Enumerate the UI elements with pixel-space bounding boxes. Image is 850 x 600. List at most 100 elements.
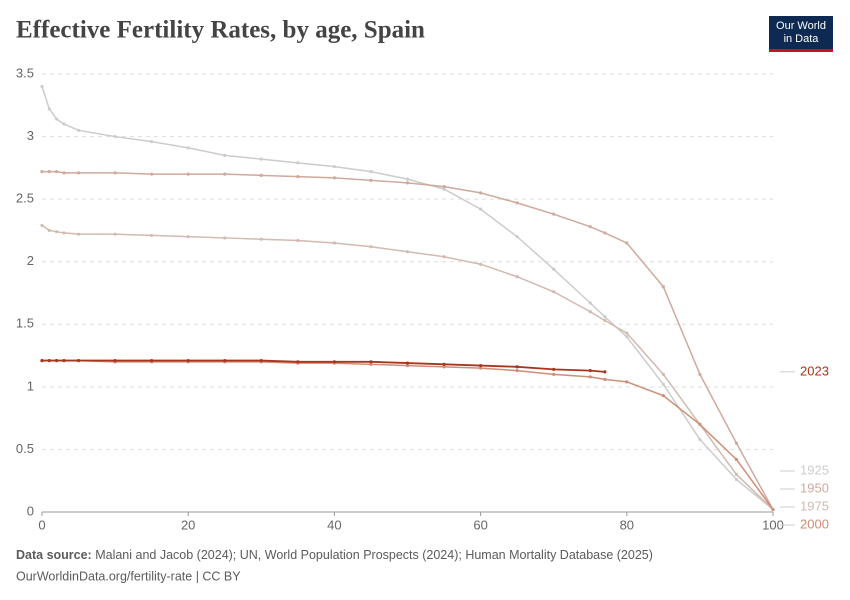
point: [734, 472, 739, 477]
point: [223, 358, 227, 363]
point: [186, 235, 190, 239]
point: [588, 375, 592, 379]
logo-box: [769, 16, 833, 52]
point: [405, 361, 410, 365]
point: [296, 238, 300, 243]
line: [42, 170, 774, 510]
point: [369, 178, 373, 182]
point: [296, 161, 300, 165]
point: [479, 366, 483, 370]
point: [150, 172, 154, 176]
point: [625, 335, 629, 339]
point: [47, 228, 51, 233]
point: [40, 84, 44, 89]
point: [259, 358, 263, 363]
point: [625, 331, 629, 335]
series: [40, 223, 775, 512]
point: [332, 176, 336, 180]
point: [76, 128, 81, 132]
x-tick-label: 100: [762, 517, 784, 532]
point: [734, 457, 739, 462]
point: [479, 207, 483, 211]
line: [41, 224, 774, 511]
url: OurWorldinData.org/fertility-rate | CC B…: [16, 569, 241, 583]
series: [40, 170, 775, 512]
point: [40, 170, 44, 174]
y-tick-label: 3.5: [16, 65, 34, 80]
series: [40, 358, 775, 512]
point: [552, 290, 556, 294]
point: [296, 360, 300, 364]
point: [603, 377, 607, 381]
point: [479, 262, 483, 266]
source-label: Data source:: [16, 548, 92, 562]
point: [552, 267, 556, 271]
source-text: Malani and Jacob (2024); UN, World Popul…: [95, 548, 653, 562]
point: [332, 165, 336, 169]
point: [661, 372, 665, 376]
point: [47, 358, 51, 363]
x-tick-label: 80: [620, 517, 634, 532]
point: [515, 368, 519, 373]
point: [479, 191, 483, 195]
point: [369, 362, 373, 366]
point: [55, 117, 59, 121]
point: [625, 241, 629, 245]
point: [479, 363, 483, 368]
point: [150, 358, 154, 363]
point: [40, 223, 44, 228]
point: [661, 394, 665, 398]
point: [369, 170, 373, 174]
point: [442, 255, 446, 259]
point: [734, 477, 739, 482]
logo-text: in Data: [784, 33, 820, 45]
point: [603, 318, 607, 323]
legend-label: 2023: [800, 363, 829, 378]
point: [369, 360, 373, 364]
point: [296, 175, 300, 179]
point: [405, 177, 410, 181]
point: [332, 241, 336, 245]
point: [515, 275, 519, 279]
point: [442, 362, 446, 366]
chart-title: Effective Fertility Rates, by age, Spain: [16, 17, 425, 44]
point: [588, 301, 592, 305]
point: [47, 107, 51, 111]
y-tick-label: 0: [27, 503, 34, 518]
series: [40, 84, 775, 512]
y-tick-label: 1: [27, 378, 34, 393]
logo: Our World in Data: [769, 16, 833, 52]
point: [442, 185, 446, 189]
legend-label: 2000: [800, 516, 829, 531]
point: [552, 212, 556, 216]
point: [62, 231, 66, 235]
point: [55, 170, 59, 174]
point: [113, 134, 117, 139]
point: [661, 382, 665, 386]
point: [76, 171, 81, 175]
point: [405, 250, 410, 254]
x-tick-label: 0: [38, 517, 45, 532]
x-tick-label: 40: [327, 517, 341, 532]
point: [515, 235, 519, 239]
point: [405, 181, 410, 185]
line: [42, 359, 605, 373]
point: [405, 363, 410, 368]
point: [442, 365, 446, 369]
point: [698, 437, 702, 442]
source: Data source: Malani and Jacob (2024); UN…: [16, 548, 653, 562]
point: [552, 372, 556, 376]
x-tick-label: 60: [473, 517, 487, 532]
point: [515, 201, 519, 205]
point: [698, 372, 702, 376]
point: [603, 315, 607, 319]
point: [150, 233, 154, 238]
point: [76, 232, 81, 236]
y-tick-label: 2.5: [16, 191, 34, 206]
point: [113, 232, 117, 236]
point: [259, 237, 263, 241]
point: [515, 365, 519, 369]
point: [62, 171, 66, 175]
